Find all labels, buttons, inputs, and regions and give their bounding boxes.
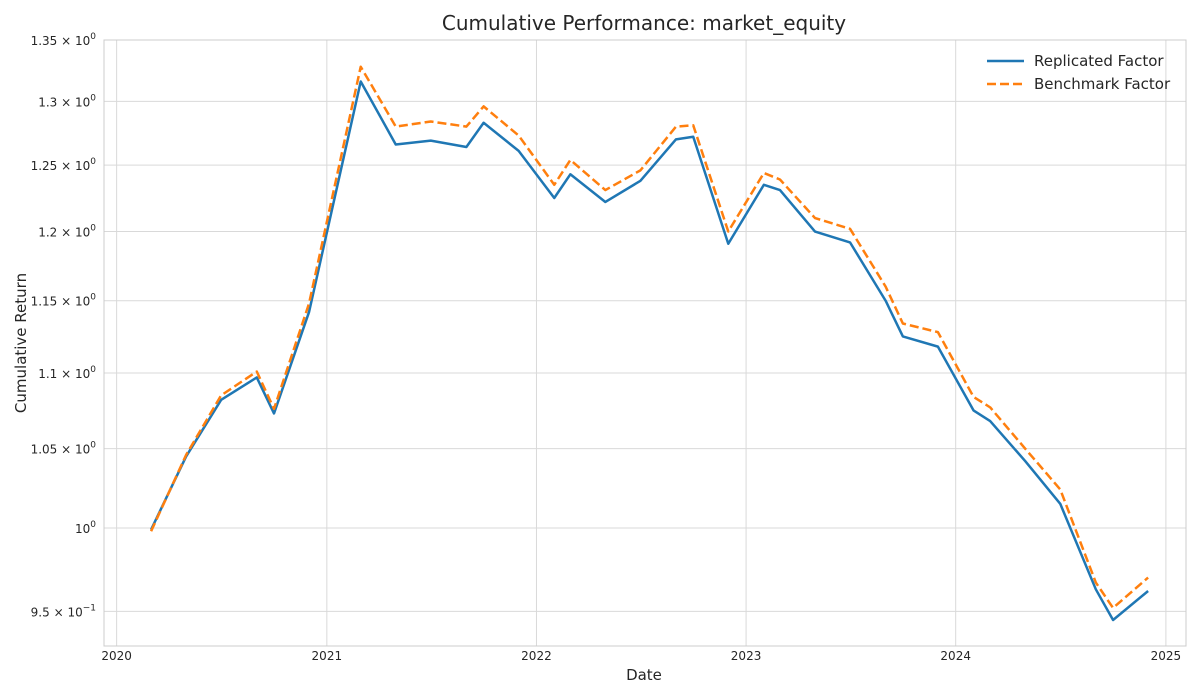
y-tick-label: 1.1 × 100 bbox=[38, 365, 96, 381]
y-axis-label: Cumulative Return bbox=[12, 273, 30, 413]
x-tick-label: 2021 bbox=[312, 649, 343, 663]
y-tick-label: 9.5 × 10−1 bbox=[31, 603, 96, 619]
y-tick-label: 100 bbox=[75, 520, 96, 536]
legend-label-benchmark: Benchmark Factor bbox=[1034, 75, 1171, 93]
y-tick-label: 1.25 × 100 bbox=[31, 157, 97, 173]
x-tick-label: 2020 bbox=[101, 649, 132, 663]
plot-area-frame bbox=[103, 39, 1187, 647]
y-tick-label: 1.2 × 100 bbox=[38, 224, 96, 240]
legend: Replicated Factor Benchmark Factor bbox=[987, 52, 1171, 93]
y-tick-label: 1.15 × 100 bbox=[31, 293, 97, 309]
x-tick-label: 2023 bbox=[731, 649, 762, 663]
series-lines bbox=[149, 65, 1149, 622]
x-tick-labels: 2020 2021 2022 2023 2024 2025 bbox=[101, 649, 1181, 663]
x-tick-label: 2025 bbox=[1151, 649, 1182, 663]
legend-label-replicated: Replicated Factor bbox=[1034, 52, 1164, 70]
x-tick-label: 2022 bbox=[521, 649, 552, 663]
y-tick-label: 1.05 × 100 bbox=[31, 441, 97, 457]
x-axis-label: Date bbox=[626, 666, 662, 684]
series-line-replicated bbox=[149, 80, 1149, 622]
y-tick-label: 1.3 × 100 bbox=[38, 93, 96, 109]
y-tick-labels: 9.5 × 10−1 100 1.05 × 100 1.1 × 100 1.15 × 1… bbox=[31, 32, 97, 619]
y-tick-label: 1.35 × 100 bbox=[31, 32, 97, 48]
x-tick-label: 2024 bbox=[940, 649, 971, 663]
chart-title: Cumulative Performance: market_equity bbox=[442, 11, 846, 35]
grid-lines bbox=[104, 40, 1186, 646]
